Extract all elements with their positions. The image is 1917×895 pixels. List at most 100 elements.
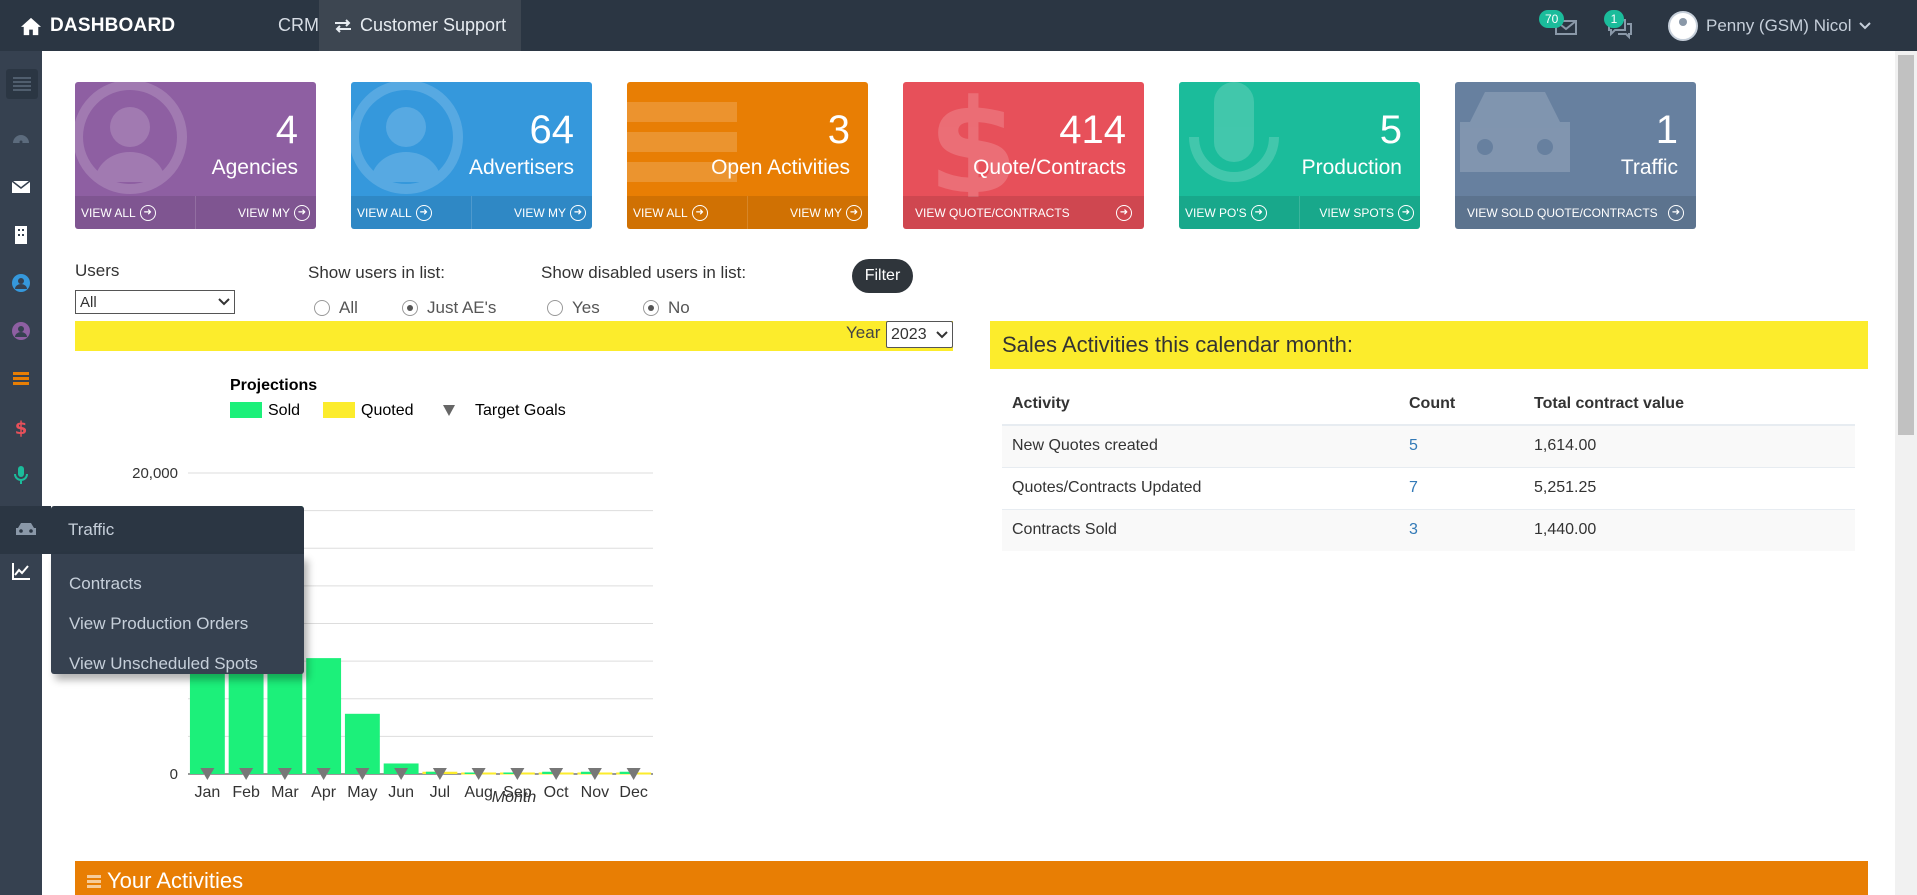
chat-notifications[interactable] bbox=[1606, 12, 1634, 40]
view-sold-quote-contracts-link[interactable]: VIEW SOLD QUOTE/CONTRACTS ➜ bbox=[1455, 196, 1696, 229]
sidebar-item-advertisers[interactable] bbox=[0, 260, 42, 306]
chevron-down-icon bbox=[936, 330, 948, 338]
car-icon bbox=[15, 523, 36, 535]
bar-sold-jul[interactable] bbox=[425, 771, 440, 774]
page-scrollbar[interactable] bbox=[1895, 51, 1917, 895]
bar-sold-oct[interactable] bbox=[542, 771, 557, 774]
sidebar-item-production[interactable] bbox=[0, 452, 42, 498]
flyout-item-view-unscheduled-spots[interactable]: View Unscheduled Spots bbox=[69, 654, 258, 673]
user-circle-icon bbox=[351, 82, 463, 194]
radio-show-users-just-aes[interactable]: Just AE's bbox=[402, 298, 496, 318]
target-goal-marker-nov[interactable] bbox=[587, 768, 602, 780]
count-link[interactable]: 5 bbox=[1399, 424, 1524, 467]
view-my-link[interactable]: VIEW MY ➜ bbox=[195, 196, 316, 229]
x-tick-label: Jun bbox=[388, 784, 414, 801]
nav-crm[interactable]: CRM bbox=[278, 15, 319, 35]
activity-cell: Contracts Sold bbox=[1002, 508, 1399, 551]
sidebar-item-activities[interactable] bbox=[0, 356, 42, 402]
target-goal-marker-may[interactable] bbox=[355, 768, 370, 780]
bar-sold-apr[interactable] bbox=[306, 658, 342, 774]
tile-value: 5 bbox=[1379, 108, 1402, 152]
count-link[interactable]: 7 bbox=[1399, 466, 1524, 509]
sidebar-toggle[interactable] bbox=[6, 69, 38, 99]
bar-sold-nov[interactable] bbox=[580, 771, 595, 774]
tile-label: Agencies bbox=[211, 156, 298, 179]
bar-sold-may[interactable] bbox=[344, 713, 380, 774]
link-label: VIEW ALL bbox=[357, 205, 412, 220]
radio-label: Just AE's bbox=[427, 298, 497, 317]
flyout-item-contracts[interactable]: Contracts bbox=[69, 574, 142, 593]
column-header-count: Count bbox=[1399, 383, 1524, 426]
target-goal-marker-mar[interactable] bbox=[277, 768, 292, 780]
microphone-icon bbox=[1189, 82, 1279, 182]
arrow-circle-icon: ➜ bbox=[1398, 204, 1414, 221]
avatar bbox=[1668, 10, 1698, 41]
count-link[interactable]: 3 bbox=[1399, 508, 1524, 551]
year-bar bbox=[75, 321, 953, 351]
chevron-down-icon bbox=[1859, 21, 1872, 29]
view-quote-contracts-link[interactable]: VIEW QUOTE/CONTRACTS ➜ bbox=[903, 196, 1144, 229]
legend-label-sold: Sold bbox=[268, 402, 300, 419]
target-goal-marker-aug[interactable] bbox=[471, 768, 486, 780]
target-goal-marker-dec[interactable] bbox=[626, 768, 641, 780]
bar-sold-sep[interactable] bbox=[503, 772, 518, 774]
traffic-flyout-title[interactable]: Traffic bbox=[51, 506, 304, 554]
tile-value: 414 bbox=[1059, 108, 1126, 152]
arrow-circle-icon: ➜ bbox=[1668, 204, 1684, 221]
nav-customer-support[interactable]: Customer Support bbox=[319, 0, 522, 51]
sidebar-item-reports[interactable] bbox=[0, 548, 42, 594]
year-select[interactable]: 2023 bbox=[886, 321, 953, 348]
tasks-icon bbox=[13, 372, 29, 385]
view-my-link[interactable]: VIEW MY ➜ bbox=[471, 196, 592, 229]
radio-button bbox=[547, 300, 563, 316]
dollar-icon: $ bbox=[15, 418, 28, 437]
users-select[interactable]: All bbox=[75, 290, 235, 314]
activity-cell: New Quotes created bbox=[1002, 424, 1399, 467]
arrow-circle-icon: ➜ bbox=[139, 204, 156, 221]
target-goal-marker-jun[interactable] bbox=[394, 768, 409, 780]
radio-button bbox=[402, 300, 418, 316]
radio-show-disabled-no[interactable]: No bbox=[643, 298, 690, 318]
target-goal-marker-sep[interactable] bbox=[510, 768, 525, 780]
sidebar-item-contacts[interactable] bbox=[0, 308, 42, 354]
view-all-link[interactable]: VIEW ALL ➜ bbox=[75, 196, 195, 229]
dashboard-brand-link[interactable]: DASHBOARD bbox=[20, 0, 175, 51]
bar-sold-aug[interactable] bbox=[464, 772, 479, 774]
radio-show-disabled-yes[interactable]: Yes bbox=[547, 298, 600, 318]
tile-value: 4 bbox=[275, 108, 298, 152]
x-tick-label: Mar bbox=[271, 784, 299, 801]
scrollbar-thumb[interactable] bbox=[1898, 55, 1914, 435]
users-label: Users bbox=[75, 261, 120, 280]
flyout-item-view-production-orders[interactable]: View Production Orders bbox=[69, 614, 249, 633]
view-my-link[interactable]: VIEW MY ➜ bbox=[747, 196, 868, 229]
radio-show-users-all[interactable]: All bbox=[314, 298, 358, 318]
sidebar-item-traffic[interactable] bbox=[0, 506, 51, 554]
target-goal-marker-jul[interactable] bbox=[432, 768, 447, 780]
chart-title: Projections bbox=[230, 377, 317, 394]
legend-swatch-sold bbox=[230, 402, 262, 418]
view-all-link[interactable]: VIEW ALL ➜ bbox=[627, 196, 747, 229]
target-goal-marker-oct[interactable] bbox=[549, 768, 564, 780]
view-spots-link[interactable]: VIEW SPOTS ➜ bbox=[1299, 196, 1420, 229]
bar-sold-dec[interactable] bbox=[619, 771, 634, 774]
filter-button[interactable]: Filter bbox=[852, 259, 913, 293]
building-icon bbox=[15, 226, 27, 244]
y-tick-label: 20,000 bbox=[132, 465, 178, 482]
year-select-value: 2023 bbox=[891, 325, 927, 343]
top-navbar: DASHBOARD CRM Customer Support 70 1 Penn… bbox=[0, 0, 1917, 51]
home-icon bbox=[21, 17, 41, 35]
x-tick-label: Feb bbox=[232, 784, 260, 801]
target-goal-marker-jan[interactable] bbox=[200, 768, 215, 780]
sidebar-item-agencies[interactable] bbox=[0, 212, 42, 258]
tile-traffic: 1 Traffic VIEW SOLD QUOTE/CONTRACTS ➜ bbox=[1455, 82, 1696, 229]
view-pos-link[interactable]: VIEW PO'S ➜ bbox=[1179, 196, 1299, 229]
target-goal-marker-feb[interactable] bbox=[239, 768, 254, 780]
sidebar-item-sales[interactable]: $ bbox=[0, 404, 42, 450]
mail-count-badge: 70 bbox=[1539, 10, 1565, 28]
tasks-icon bbox=[627, 102, 737, 182]
user-menu[interactable]: Penny (GSM) Nicol bbox=[1668, 0, 1872, 51]
sidebar-item-dashboard[interactable] bbox=[0, 116, 42, 162]
sidebar-item-mail[interactable] bbox=[0, 164, 42, 210]
target-goal-marker-apr[interactable] bbox=[316, 768, 331, 780]
view-all-link[interactable]: VIEW ALL ➜ bbox=[351, 196, 471, 229]
